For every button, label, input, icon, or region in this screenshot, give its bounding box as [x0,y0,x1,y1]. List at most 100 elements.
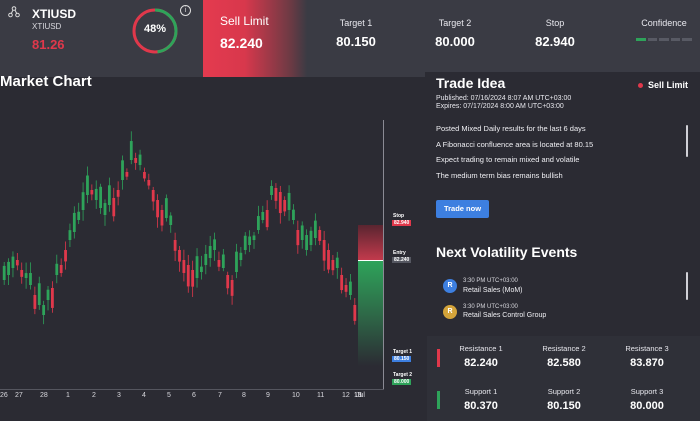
entry-tag-label: Entry [393,250,406,256]
candle-body [151,190,155,202]
candle-body [121,160,124,180]
candle-body [129,141,133,160]
target1-value: 80.150 [336,34,376,49]
candle-body [11,256,15,268]
candle-body [349,281,352,295]
candle-body [143,172,146,179]
support-1-value: 80.370 [464,400,498,412]
candle-body [340,275,344,291]
note-2: A Fibonacci confluence area is located a… [436,140,594,149]
note-3: Expect trading to remain mixed and volat… [436,155,580,164]
candle-body [134,158,138,163]
sentiment-gauge [132,8,178,54]
volatility-events-title: Next Volatility Events [436,244,578,260]
candle-body [221,254,225,268]
trade-now-button[interactable]: Trade now [436,200,489,218]
candle-body [287,192,291,210]
candle-body [55,263,59,275]
candle-body [217,260,221,267]
candle-body [68,230,72,240]
time-axis-label: 9 [266,392,270,399]
event-name[interactable]: Retail Sales (MoM) [463,287,523,294]
time-axis-label: Jul [356,392,365,399]
trade-idea-title: Trade Idea [436,75,506,91]
gauge-percent: 48% [143,23,167,35]
time-axis-label: 6 [192,392,196,399]
candle-body [37,283,41,305]
time-axis-label: 5 [167,392,171,399]
notes-scrollbar[interactable] [686,125,688,157]
time-axis-label: 27 [15,392,23,399]
event-icon: R [443,279,457,293]
share-icon[interactable] [8,6,20,18]
stop-value: 82.940 [535,34,575,49]
candle-body [292,209,295,220]
candle-body [42,305,46,315]
sell-limit-dot [638,83,643,88]
events-scrollbar[interactable] [686,272,688,300]
candle-body [81,192,85,210]
market-chart-title: Market Chart [0,73,92,90]
sell-limit-label: Sell Limit [220,14,269,28]
support-2-label: Support 2 [547,387,581,396]
target2-label: Target 2 [438,18,472,28]
resistance-3-label: Resistance 3 [625,344,669,353]
event-name[interactable]: Retail Sales Control Group [463,312,547,319]
time-axis-label: 15 [354,392,362,399]
candle-body [164,198,168,218]
candle-body [204,253,208,265]
time-axis-label: 11 [317,392,325,399]
stop-label: Stop [545,18,565,28]
candle-body [112,198,116,217]
support-1-label: Support 1 [464,387,498,396]
candle-body [59,265,63,274]
candle-body [309,230,313,245]
confidence-meter [636,38,692,41]
candle-body [261,211,265,220]
time-axis-label: 2 [92,392,96,399]
candle-body [226,275,230,289]
sell-limit-panel [203,0,307,77]
candle-body [243,235,247,250]
levels-box [427,336,700,421]
candle-body [125,172,129,177]
candle-body [208,246,212,258]
candle-body [169,215,173,225]
candle-body [178,250,181,262]
time-axis-label: 1 [66,392,70,399]
target1-tag-label: Target 1 [393,349,413,355]
time-axis-label: 4 [142,392,146,399]
candle-body [283,200,287,212]
event-time: 3:30 PM UTC+03:00 [463,278,518,284]
candle-body [51,288,54,308]
resistance-2-value: 82.580 [547,357,581,369]
target-zone [358,261,383,366]
candle-body [313,220,317,238]
confidence-label: Confidence [641,18,687,28]
candle-body [213,239,216,250]
candlestick-chart[interactable] [0,100,384,390]
candle-body [24,273,28,278]
candle-body [33,295,37,309]
time-axis-label: 3 [117,392,121,399]
time-axis-label: 7 [218,392,222,399]
stop-tag-label: Stop [393,213,405,219]
candle-body [29,273,32,285]
symbol-subtitle: XTIUSD [32,22,62,31]
candle-body [186,265,190,287]
candle-body [46,289,50,300]
candle-body [99,186,103,208]
expires-date: Expires: 07/17/2024 8:00 AM UTC+03:00 [436,103,564,110]
candle-body [20,270,24,277]
time-axis-label: 13 [354,392,362,399]
resistance-1-value: 82.240 [464,357,498,369]
candle-body [353,305,357,321]
candle-body [300,225,304,240]
time-axis-label: 28 [40,392,48,399]
info-icon[interactable]: i [180,5,191,16]
time-axis-label: 26 [0,392,8,399]
candle-body [230,280,234,296]
candle-body [94,188,98,200]
sell-limit-value: 82.240 [220,35,263,51]
candle-body [156,200,159,218]
